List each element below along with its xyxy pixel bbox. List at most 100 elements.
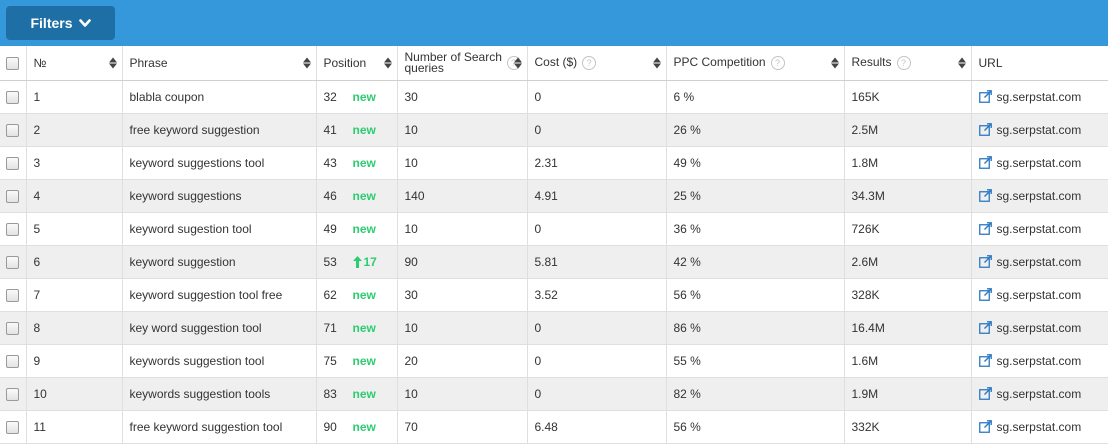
- external-link-icon[interactable]: [978, 90, 992, 103]
- position-change-new: new: [352, 320, 376, 335]
- row-checkbox[interactable]: [6, 321, 20, 335]
- url-cell: sg.serpstat.com: [971, 344, 1108, 378]
- position-cell: 83 new: [316, 377, 398, 411]
- row-number: 1: [26, 80, 123, 114]
- sort-icon[interactable]: [830, 57, 839, 69]
- results-cell: 2.5M: [844, 113, 972, 147]
- search-queries-cell: 30: [397, 80, 528, 114]
- url-link[interactable]: sg.serpstat.com: [996, 386, 1082, 401]
- column-header-ppc[interactable]: PPC Competition?: [666, 46, 845, 81]
- row-select-cell: [0, 212, 27, 246]
- row-checkbox[interactable]: [6, 288, 20, 302]
- select-all-checkbox[interactable]: [6, 56, 20, 70]
- url-link[interactable]: sg.serpstat.com: [996, 254, 1082, 269]
- position-value: 53: [323, 254, 337, 269]
- column-header-position-label: Position: [323, 55, 367, 70]
- column-header-num[interactable]: №: [26, 46, 123, 81]
- results-cell: 332K: [844, 410, 972, 444]
- url-link[interactable]: sg.serpstat.com: [996, 353, 1082, 368]
- table-row: 7 keyword suggestion tool free 62 new 30 3.52…: [0, 278, 1108, 312]
- column-header-position[interactable]: Position: [316, 46, 398, 81]
- phrase-cell: blabla coupon: [122, 80, 317, 114]
- row-select-cell: [0, 278, 27, 312]
- row-number: 10: [26, 377, 123, 411]
- position-value: 32: [323, 89, 337, 104]
- external-link-icon[interactable]: [978, 321, 992, 334]
- external-link-icon[interactable]: [978, 255, 992, 268]
- row-checkbox[interactable]: [6, 123, 20, 137]
- column-header-num-label: №: [33, 55, 47, 70]
- cost-cell: 2.31: [527, 146, 667, 180]
- external-link-icon[interactable]: [978, 420, 992, 433]
- search-queries-cell: 20: [397, 344, 528, 378]
- row-checkbox[interactable]: [6, 90, 20, 104]
- phrase-cell: keyword sugestion tool: [122, 212, 317, 246]
- phrase-cell: key word suggestion tool: [122, 311, 317, 345]
- question-circle-icon[interactable]: ?: [770, 56, 785, 71]
- sort-icon[interactable]: [513, 57, 522, 69]
- url-link[interactable]: sg.serpstat.com: [996, 89, 1082, 104]
- chevron-down-icon: [78, 18, 91, 27]
- url-link[interactable]: sg.serpstat.com: [996, 122, 1082, 137]
- ppc-cell: 25 %: [666, 179, 845, 213]
- url-link[interactable]: sg.serpstat.com: [996, 419, 1082, 434]
- external-link-icon[interactable]: [978, 189, 992, 202]
- table-row: 5 keyword sugestion tool 49 new 10 0 36 % 726K s…: [0, 212, 1108, 246]
- sort-icon[interactable]: [957, 57, 966, 69]
- question-circle-icon[interactable]: ?: [896, 56, 911, 71]
- row-number: 2: [26, 113, 123, 147]
- url-cell: sg.serpstat.com: [971, 179, 1108, 213]
- column-header-cost[interactable]: Cost ($)?: [527, 46, 667, 81]
- row-checkbox[interactable]: [6, 387, 20, 401]
- url-link[interactable]: sg.serpstat.com: [996, 155, 1082, 170]
- external-link-icon[interactable]: [978, 123, 992, 136]
- column-header-results[interactable]: Results?: [844, 46, 972, 81]
- cost-cell: 0: [527, 344, 667, 378]
- row-checkbox[interactable]: [6, 255, 20, 269]
- url-link[interactable]: sg.serpstat.com: [996, 287, 1082, 302]
- filters-button[interactable]: Filters: [6, 6, 115, 40]
- external-link-icon[interactable]: [978, 156, 992, 169]
- sort-icon[interactable]: [652, 57, 661, 69]
- url-link[interactable]: sg.serpstat.com: [996, 221, 1082, 236]
- table-row: 6 keyword suggestion 53 17 90 5.81 42 % 2.6M sg.…: [0, 245, 1108, 279]
- row-select-cell: [0, 410, 27, 444]
- column-header-phrase[interactable]: Phrase: [122, 46, 317, 81]
- url-cell: sg.serpstat.com: [971, 212, 1108, 246]
- column-header-search-queries[interactable]: Number of Search queries?: [397, 46, 528, 81]
- position-value: 41: [323, 122, 337, 137]
- table-row: 4 keyword suggestions 46 new 140 4.91 25 % 34.3…: [0, 179, 1108, 213]
- row-checkbox[interactable]: [6, 354, 20, 368]
- sort-icon[interactable]: [302, 57, 311, 69]
- ppc-cell: 82 %: [666, 377, 845, 411]
- ppc-cell: 86 %: [666, 311, 845, 345]
- external-link-icon[interactable]: [978, 354, 992, 367]
- row-checkbox[interactable]: [6, 156, 20, 170]
- question-circle-icon[interactable]: ?: [506, 56, 521, 70]
- external-link-icon[interactable]: [978, 288, 992, 301]
- question-circle-icon[interactable]: ?: [582, 56, 597, 71]
- phrase-cell: keyword suggestions: [122, 179, 317, 213]
- row-select-cell: [0, 179, 27, 213]
- column-header-url[interactable]: URL: [971, 46, 1108, 81]
- position-change-new: new: [352, 155, 376, 170]
- search-queries-cell: 10: [397, 377, 528, 411]
- row-checkbox[interactable]: [6, 189, 20, 203]
- table-row: 9 keywords suggestion tool 75 new 20 0 55 % 1.6…: [0, 344, 1108, 378]
- position-change-new: new: [352, 386, 376, 401]
- external-link-icon[interactable]: [978, 387, 992, 400]
- sort-icon[interactable]: [383, 57, 392, 69]
- position-change-new: new: [352, 122, 376, 137]
- select-all-cell: [0, 46, 27, 81]
- position-cell: 75 new: [316, 344, 398, 378]
- external-link-icon[interactable]: [978, 222, 992, 235]
- results-cell: 2.6M: [844, 245, 972, 279]
- row-checkbox[interactable]: [6, 420, 20, 434]
- row-number: 3: [26, 146, 123, 180]
- url-link[interactable]: sg.serpstat.com: [996, 188, 1082, 203]
- row-checkbox[interactable]: [6, 222, 20, 236]
- url-cell: sg.serpstat.com: [971, 311, 1108, 345]
- sort-icon[interactable]: [108, 57, 117, 69]
- position-value: 83: [323, 386, 337, 401]
- url-link[interactable]: sg.serpstat.com: [996, 320, 1082, 335]
